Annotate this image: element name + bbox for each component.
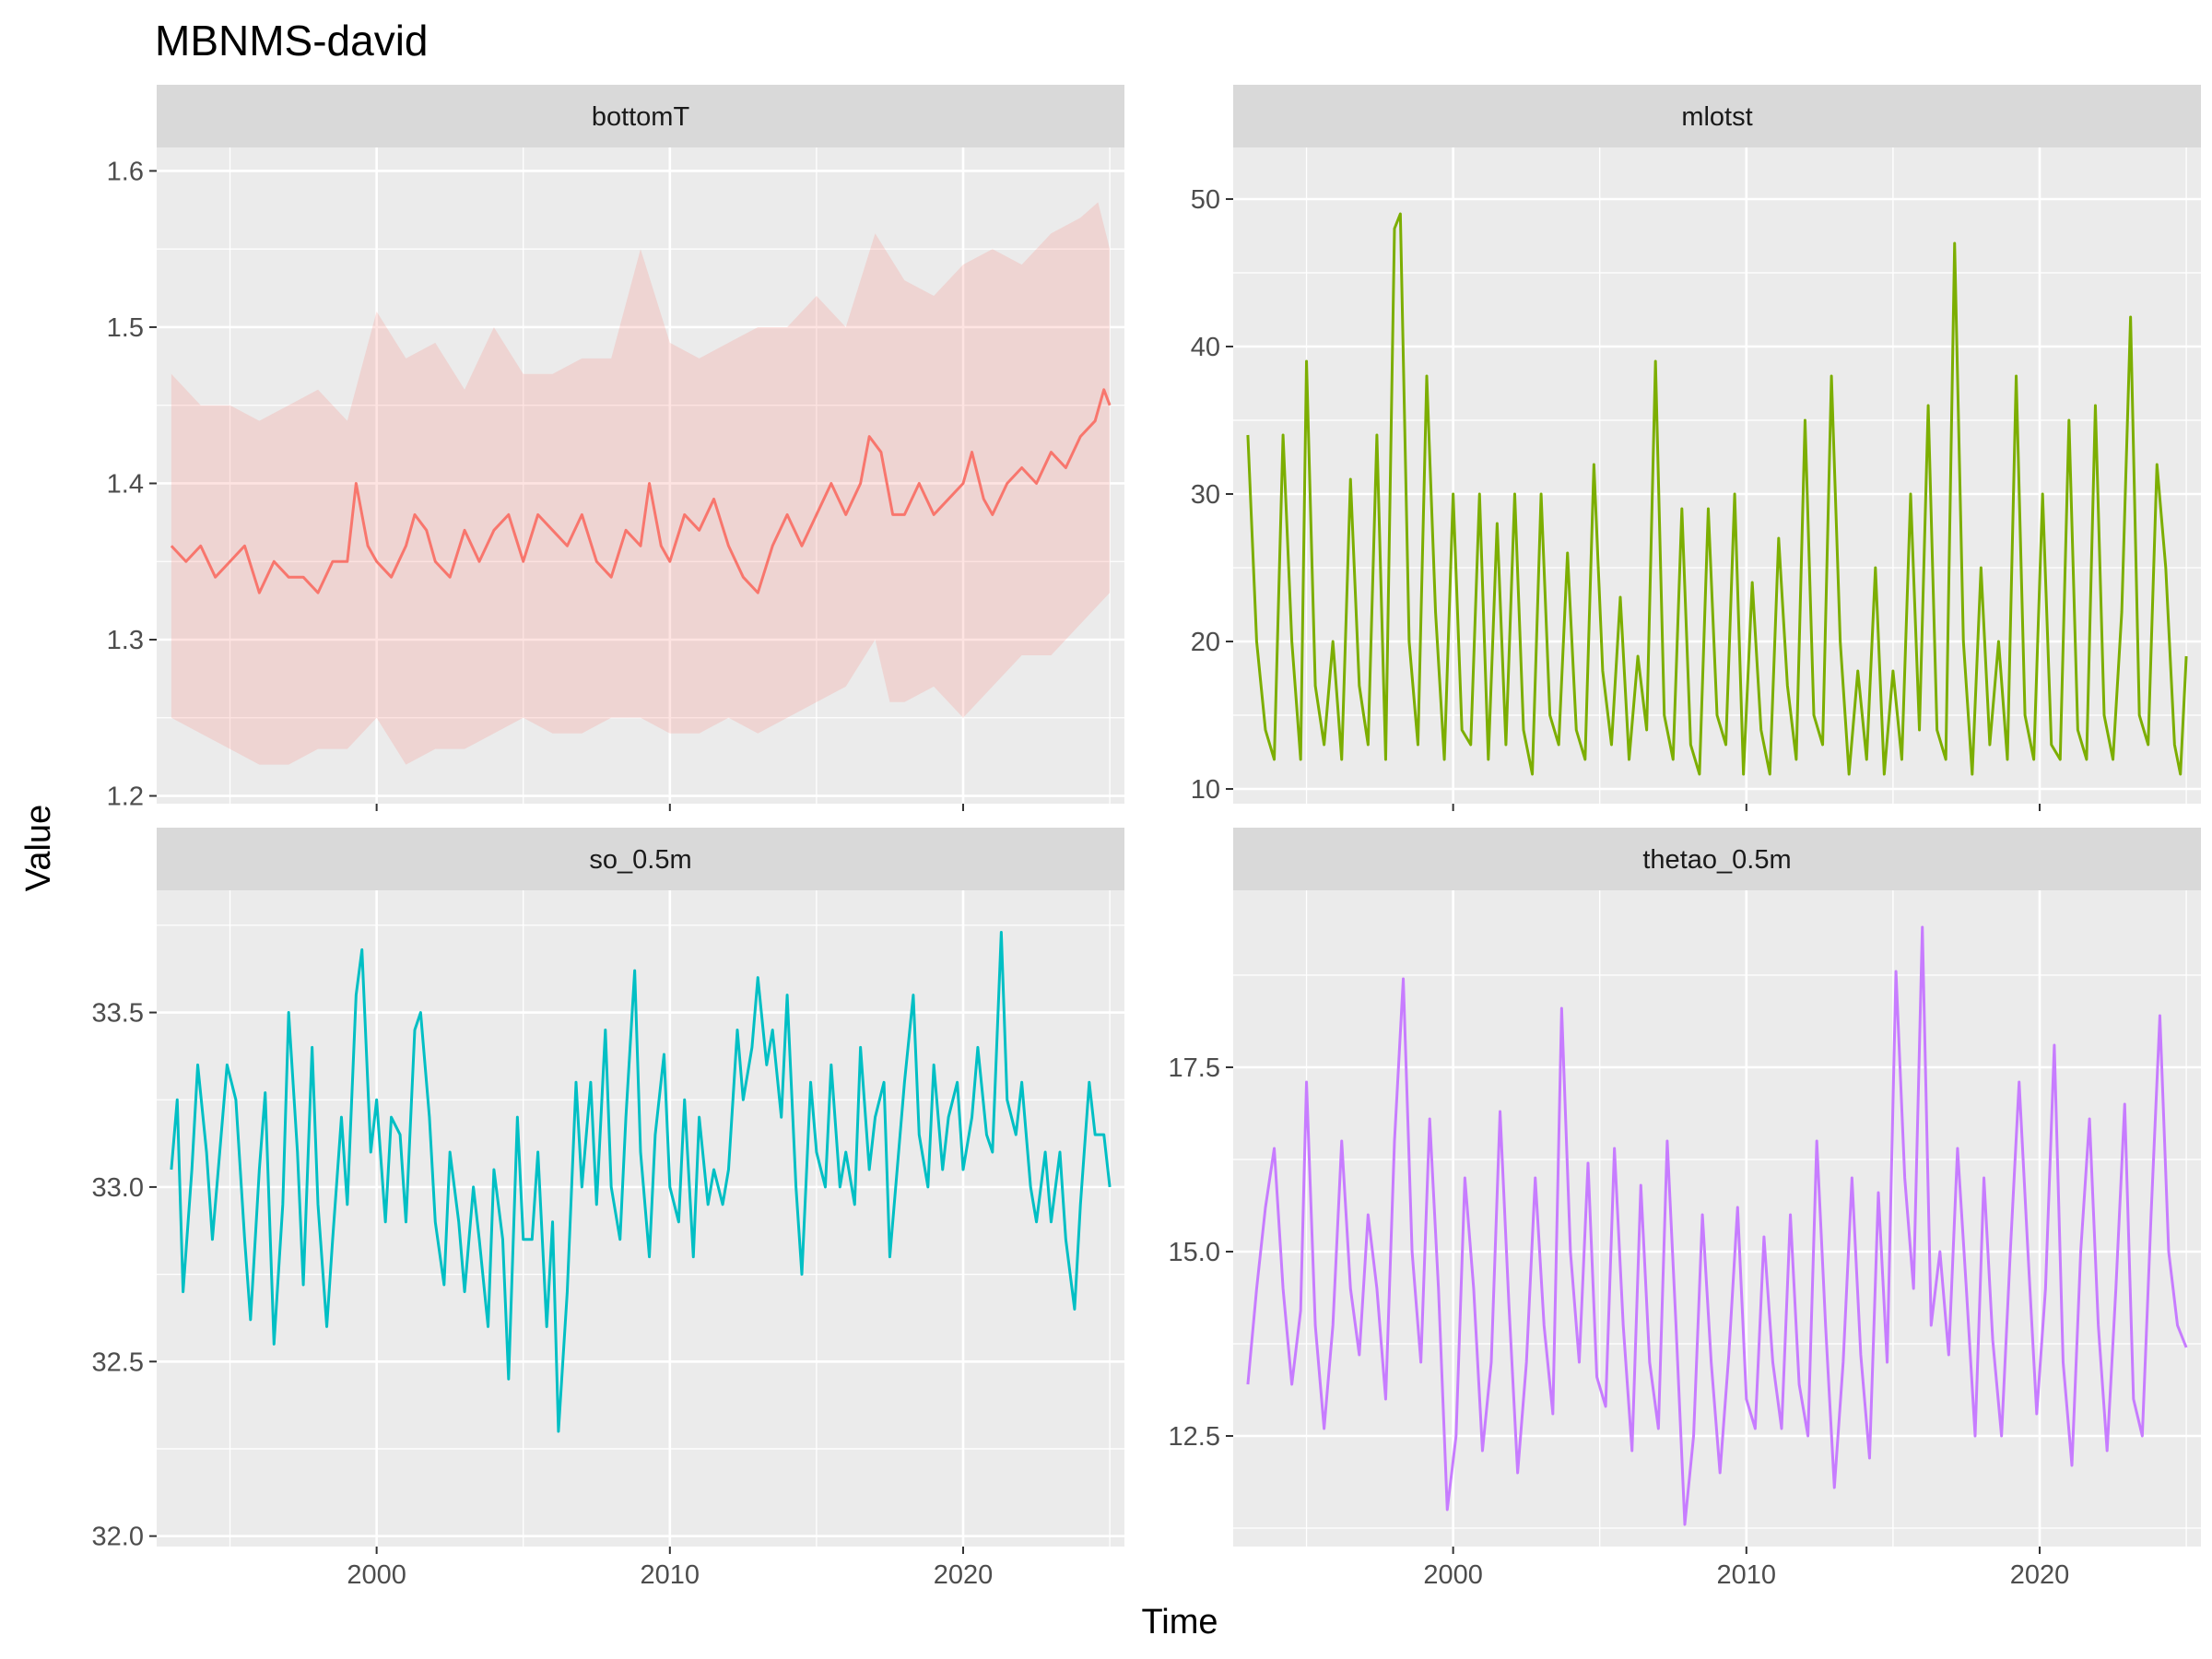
x-tick-label: 2000	[347, 1560, 406, 1590]
series-line	[1246, 212, 2188, 776]
y-tick-label: 15.0	[1169, 1238, 1220, 1267]
y-tick-label: 50	[1191, 185, 1220, 215]
series-line	[170, 388, 1112, 594]
y-tick-label: 33.0	[92, 1173, 144, 1203]
facet-strip-label: thetao_0.5m	[1642, 845, 1791, 875]
facet-strip-label: so_0.5m	[589, 845, 691, 875]
x-tick-label: 2020	[2010, 1560, 2070, 1590]
y-tick-label: 40	[1191, 333, 1220, 362]
panels: bottomT 1.2 1.3 1.4 1.5 1.6 mlotst 10 20 30 40 50 so…	[92, 85, 2201, 1590]
y-tick-label: 32.0	[92, 1523, 144, 1552]
x-tick-label: 2010	[1717, 1560, 1777, 1590]
confidence-ribbon	[171, 202, 1111, 765]
facet-strip	[157, 85, 1124, 147]
y-tick-label: 1.4	[107, 469, 144, 499]
y-tick-label: 32.5	[92, 1347, 144, 1377]
x-axis-title: Time	[1141, 1603, 1218, 1641]
facet-strip	[1233, 85, 2201, 147]
x-tick-label: 2020	[934, 1560, 994, 1590]
y-tick-label: 1.3	[107, 626, 144, 655]
series-line	[1246, 925, 2188, 1526]
facet-strip	[1233, 828, 2201, 890]
panel-background	[157, 890, 1124, 1547]
facet-strip	[157, 828, 1124, 890]
x-tick-label: 2010	[641, 1560, 700, 1590]
figure-title: MBNMS-david	[155, 17, 429, 65]
facet-panel-1: mlotst 10 20 30 40 50	[1191, 85, 2201, 811]
y-tick-label: 10	[1191, 775, 1220, 805]
y-axis-title: Value	[19, 805, 58, 891]
y-tick-label: 33.5	[92, 999, 144, 1029]
y-tick-label: 30	[1191, 480, 1220, 510]
facet-strip-label: mlotst	[1681, 102, 1752, 132]
y-tick-label: 12.5	[1169, 1422, 1220, 1452]
series-line	[170, 930, 1112, 1433]
facet-panel-3: thetao_0.5m 12.5 15.0 17.5 2000 2010 2020	[1169, 828, 2201, 1590]
facet-panel-2: so_0.5m 32.0 32.5 33.0 33.5 2000 2010 2020	[92, 828, 1124, 1590]
y-tick-label: 1.2	[107, 782, 144, 812]
facet-panel-0: bottomT 1.2 1.3 1.4 1.5 1.6	[107, 85, 1124, 812]
y-tick-label: 17.5	[1169, 1053, 1220, 1083]
x-tick-label: 2000	[1423, 1560, 1483, 1590]
y-tick-label: 20	[1191, 628, 1220, 657]
facet-strip-label: bottomT	[592, 102, 690, 132]
y-tick-label: 1.5	[107, 313, 144, 343]
y-tick-label: 1.6	[107, 157, 144, 186]
